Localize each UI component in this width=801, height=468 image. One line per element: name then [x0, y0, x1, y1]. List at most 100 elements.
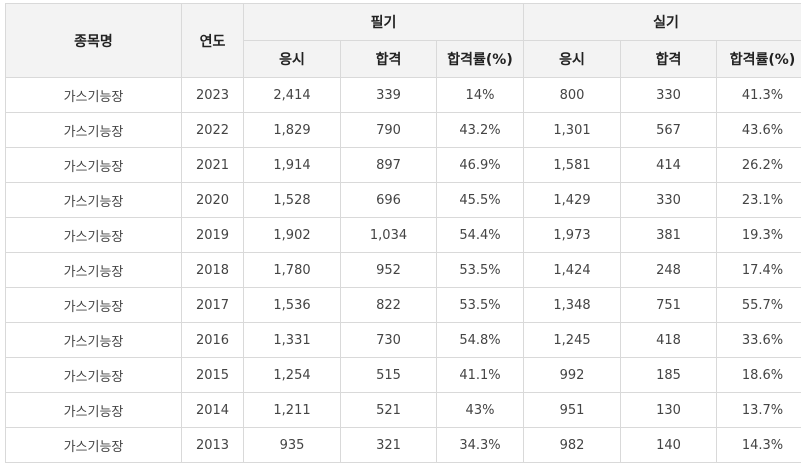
- cell-practical-passed: 130: [621, 393, 717, 428]
- cell-practical-rate: 14.3%: [717, 428, 801, 463]
- cell-name: 가스기능장: [6, 288, 182, 323]
- cell-practical-passed: 248: [621, 253, 717, 288]
- cell-written-applicants: 1,528: [244, 183, 341, 218]
- cell-written-passed: 1,034: [341, 218, 437, 253]
- cell-practical-passed: 567: [621, 113, 717, 148]
- cell-practical-rate: 19.3%: [717, 218, 801, 253]
- cell-practical-passed: 185: [621, 358, 717, 393]
- cell-written-applicants: 1,780: [244, 253, 341, 288]
- cell-written-passed: 952: [341, 253, 437, 288]
- cell-practical-applicants: 1,301: [524, 113, 621, 148]
- cell-name: 가스기능장: [6, 323, 182, 358]
- cell-written-rate: 43%: [437, 393, 524, 428]
- cell-written-applicants: 1,829: [244, 113, 341, 148]
- cell-practical-applicants: 800: [524, 78, 621, 113]
- cell-written-rate: 54.8%: [437, 323, 524, 358]
- cell-name: 가스기능장: [6, 393, 182, 428]
- cell-name: 가스기능장: [6, 78, 182, 113]
- cell-written-rate: 14%: [437, 78, 524, 113]
- header-practical-applicants: 응시: [524, 41, 621, 78]
- cell-year: 2023: [182, 78, 244, 113]
- header-practical: 실기: [524, 4, 801, 41]
- cell-name: 가스기능장: [6, 113, 182, 148]
- cell-written-applicants: 2,414: [244, 78, 341, 113]
- cell-practical-rate: 41.3%: [717, 78, 801, 113]
- cell-written-rate: 41.1%: [437, 358, 524, 393]
- cell-year: 2019: [182, 218, 244, 253]
- cell-practical-passed: 140: [621, 428, 717, 463]
- cell-written-rate: 43.2%: [437, 113, 524, 148]
- cell-year: 2016: [182, 323, 244, 358]
- cell-written-rate: 53.5%: [437, 253, 524, 288]
- cell-year: 2018: [182, 253, 244, 288]
- cell-practical-applicants: 1,429: [524, 183, 621, 218]
- cell-written-passed: 730: [341, 323, 437, 358]
- header-written-passed: 합격: [341, 41, 437, 78]
- header-practical-passed: 합격: [621, 41, 717, 78]
- cell-year: 2013: [182, 428, 244, 463]
- cell-name: 가스기능장: [6, 183, 182, 218]
- cell-name: 가스기능장: [6, 253, 182, 288]
- cell-written-applicants: 1,914: [244, 148, 341, 183]
- cell-written-passed: 515: [341, 358, 437, 393]
- cell-year: 2021: [182, 148, 244, 183]
- cell-written-rate: 45.5%: [437, 183, 524, 218]
- cell-written-applicants: 1,536: [244, 288, 341, 323]
- cell-written-applicants: 1,211: [244, 393, 341, 428]
- cell-practical-rate: 18.6%: [717, 358, 801, 393]
- cell-practical-applicants: 1,424: [524, 253, 621, 288]
- cell-written-rate: 54.4%: [437, 218, 524, 253]
- cell-practical-applicants: 1,245: [524, 323, 621, 358]
- cell-practical-passed: 414: [621, 148, 717, 183]
- cell-written-passed: 339: [341, 78, 437, 113]
- cell-practical-passed: 330: [621, 183, 717, 218]
- cell-practical-applicants: 992: [524, 358, 621, 393]
- header-row-top: 종목명 연도 필기 실기: [6, 4, 801, 41]
- cell-written-passed: 321: [341, 428, 437, 463]
- header-written: 필기: [244, 4, 524, 41]
- cell-year: 2014: [182, 393, 244, 428]
- cell-year: 2015: [182, 358, 244, 393]
- cell-written-applicants: 1,331: [244, 323, 341, 358]
- cell-written-rate: 34.3%: [437, 428, 524, 463]
- header-name: 종목명: [6, 4, 182, 78]
- cell-practical-passed: 751: [621, 288, 717, 323]
- cell-written-applicants: 935: [244, 428, 341, 463]
- cell-written-passed: 822: [341, 288, 437, 323]
- cell-written-applicants: 1,254: [244, 358, 341, 393]
- cell-practical-passed: 418: [621, 323, 717, 358]
- cell-practical-applicants: 1,348: [524, 288, 621, 323]
- cell-practical-rate: 26.2%: [717, 148, 801, 183]
- cell-practical-rate: 17.4%: [717, 253, 801, 288]
- header-year: 연도: [182, 4, 244, 78]
- cell-practical-passed: 381: [621, 218, 717, 253]
- header-written-rate: 합격률(%): [437, 41, 524, 78]
- cell-written-passed: 521: [341, 393, 437, 428]
- cell-practical-rate: 43.6%: [717, 113, 801, 148]
- cell-written-applicants: 1,902: [244, 218, 341, 253]
- header-practical-rate: 합격률(%): [717, 41, 801, 78]
- cell-written-passed: 897: [341, 148, 437, 183]
- exam-stats-table: 종목명 연도 필기 실기 응시 합격 합격률(%) 응시 합격 합격률(%) 가…: [5, 3, 801, 463]
- header-written-applicants: 응시: [244, 41, 341, 78]
- cell-year: 2022: [182, 113, 244, 148]
- cell-written-passed: 790: [341, 113, 437, 148]
- cell-year: 2017: [182, 288, 244, 323]
- cell-practical-rate: 23.1%: [717, 183, 801, 218]
- cell-practical-applicants: 982: [524, 428, 621, 463]
- cell-name: 가스기능장: [6, 428, 182, 463]
- cell-practical-rate: 33.6%: [717, 323, 801, 358]
- cell-practical-rate: 13.7%: [717, 393, 801, 428]
